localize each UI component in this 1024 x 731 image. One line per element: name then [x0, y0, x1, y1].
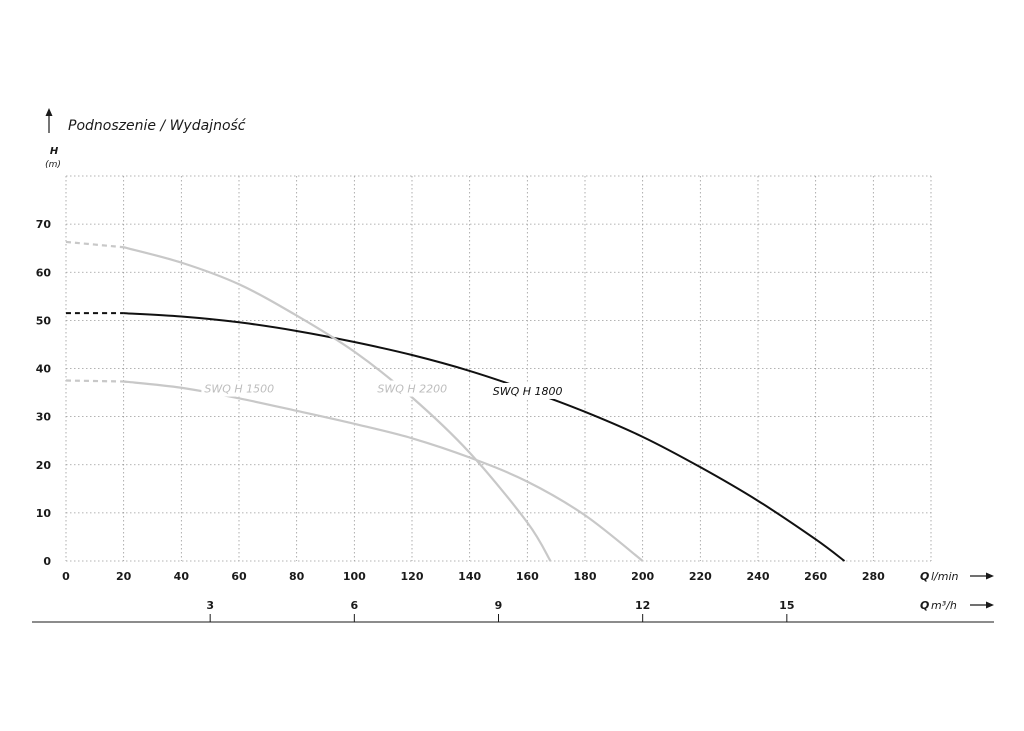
- y-tick-label: 50: [36, 314, 52, 327]
- y-tick-label: 70: [36, 218, 52, 231]
- y-tick-label: 10: [36, 507, 52, 520]
- secondary-x-axis-symbol: Q: [920, 599, 929, 612]
- title-group: Podnoszenie / Wydajność H (m): [45, 108, 247, 170]
- secondary-x-axis-arrow-head: [986, 601, 994, 609]
- series-labels: SWQ H 1500 SWQ H 1800 SWQ H 2200: [201, 380, 564, 399]
- x-tick-label: 180: [574, 570, 597, 583]
- y-tick-label: 0: [43, 555, 51, 568]
- x-tick-label: 200: [631, 570, 654, 583]
- x-tick-label: 160: [516, 570, 539, 583]
- x-tick-label: 140: [458, 570, 481, 583]
- series-label-swq-h-1800: SWQ H 1800: [493, 385, 563, 398]
- y-tick-label: 60: [36, 266, 52, 279]
- x-tick-label: 0: [62, 570, 70, 583]
- y-tick-label: 40: [36, 363, 52, 376]
- secondary-x-tick-label: 15: [779, 599, 794, 612]
- series-curve-swq-h-2200: [123, 246, 552, 562]
- x-tick-label: 60: [231, 570, 247, 583]
- x-axis-label-m3h: Q m³/h: [920, 599, 994, 612]
- series-curve-dashed-swq-h-1500: [65, 379, 124, 383]
- x-tick-label: 260: [804, 570, 827, 583]
- secondary-x-tick-label: 12: [635, 599, 650, 612]
- series-label-backing: [489, 382, 564, 399]
- secondary-x-axis-unit: m³/h: [931, 599, 957, 612]
- y-axis-symbol: H: [50, 146, 59, 157]
- series-label-backing: [374, 380, 449, 397]
- chart-title: Podnoszenie / Wydajność: [68, 118, 247, 134]
- x-tick-label: 120: [401, 570, 424, 583]
- series-curve-swq-h-1800: [123, 312, 846, 562]
- series-curve-swq-h-1500: [123, 380, 644, 562]
- y-tick-label: 30: [36, 411, 52, 424]
- secondary-x-tick-labels: 3 6 9 12 15: [206, 599, 794, 622]
- secondary-x-tick-label: 9: [495, 599, 503, 612]
- x-tick-label: 100: [343, 570, 366, 583]
- x-tick-label: 240: [747, 570, 770, 583]
- x-axis-symbol: Q: [920, 570, 929, 583]
- x-tick-label: 20: [116, 570, 132, 583]
- x-axis-unit: l/min: [931, 570, 959, 583]
- series-label-swq-h-2200: SWQ H 2200: [377, 383, 447, 396]
- secondary-x-tick-label: 3: [206, 599, 214, 612]
- secondary-x-tick-label: 6: [351, 599, 359, 612]
- y-tick-labels: 0 10 20 30 40 50 60 70: [36, 218, 52, 568]
- series-label-swq-h-1500: SWQ H 1500: [204, 383, 274, 396]
- grid: [65, 175, 932, 562]
- x-tick-labels: 0 20 40 60 80 100 120 140 160 180 200 220 240 260 280: [62, 570, 885, 583]
- x-axis-label-lmin: Q l/min: [920, 570, 994, 583]
- x-tick-label: 80: [289, 570, 305, 583]
- x-tick-label: 220: [689, 570, 712, 583]
- series-curve-dashed-swq-h-2200: [65, 240, 124, 249]
- x-tick-label: 40: [174, 570, 190, 583]
- x-tick-label: 280: [862, 570, 885, 583]
- series-label-backing: [201, 380, 276, 397]
- y-tick-label: 20: [36, 459, 52, 472]
- y-axis-unit: (m): [45, 160, 61, 170]
- x-axis-arrow-head: [986, 572, 994, 580]
- y-axis-arrow-head: [45, 108, 53, 116]
